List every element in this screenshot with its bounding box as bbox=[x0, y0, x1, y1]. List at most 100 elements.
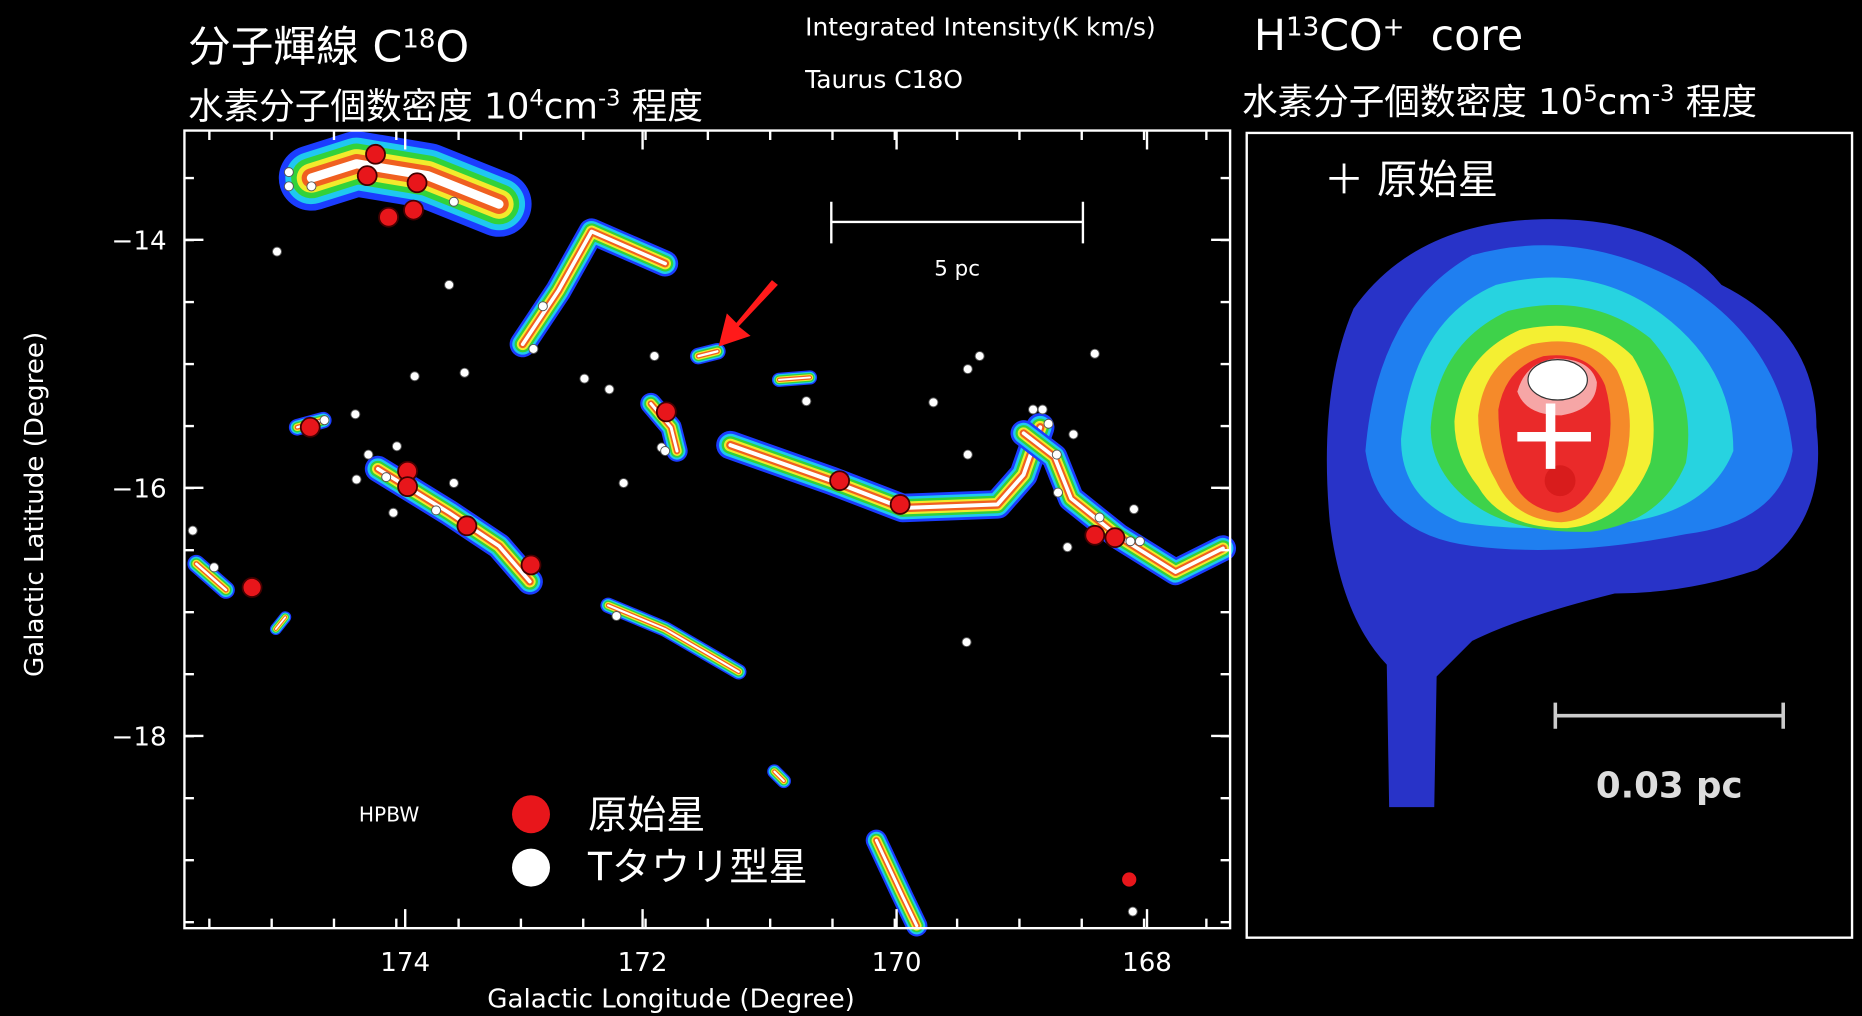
title-text: O bbox=[436, 23, 470, 73]
marker-legend: ＋ 原始星 bbox=[1324, 156, 1498, 203]
core-protostar bbox=[1545, 465, 1576, 496]
t-tauri-star bbox=[963, 365, 972, 374]
t-tauri-star bbox=[963, 450, 972, 459]
core-peak bbox=[1528, 360, 1587, 400]
beam-label: HPBW bbox=[359, 802, 419, 826]
t-tauri-star bbox=[1128, 907, 1137, 916]
page: 分子輝線 C18O 水素分子個数密度 104cm-3 程度 Integrated… bbox=[0, 0, 1862, 1016]
protostar bbox=[358, 166, 377, 185]
y-axis-label: Galactic Latitude (Degree) bbox=[20, 332, 50, 677]
title-text: core bbox=[1431, 11, 1524, 61]
t-tauri-star bbox=[432, 506, 441, 515]
title-sup: 18 bbox=[402, 24, 435, 54]
subtitle-sup: 5 bbox=[1583, 81, 1597, 107]
t-tauri-star bbox=[929, 398, 938, 407]
t-tauri-star bbox=[188, 526, 197, 535]
t-tauri-star bbox=[529, 344, 538, 353]
subtitle-sup: -3 bbox=[1652, 81, 1674, 107]
x-axis-label: Galactic Longitude (Degree) bbox=[487, 985, 855, 1015]
t-tauri-star bbox=[392, 442, 401, 451]
t-tauri-star bbox=[580, 374, 589, 383]
t-tauri-star bbox=[1029, 405, 1038, 414]
subtitle-text: cm bbox=[544, 87, 598, 128]
t-tauri-star bbox=[1053, 488, 1062, 497]
t-tauri-star bbox=[352, 475, 361, 484]
protostar bbox=[830, 471, 849, 490]
t-tauri-star bbox=[210, 563, 219, 572]
t-tauri-star bbox=[320, 416, 329, 425]
t-tauri-star bbox=[460, 368, 469, 377]
right-subtitle: 水素分子個数密度 105cm-3 程度 bbox=[1242, 81, 1757, 123]
protostar bbox=[301, 418, 320, 437]
t-tauri-star bbox=[389, 508, 398, 517]
subtitle-text: 程度 bbox=[620, 87, 703, 128]
protostar bbox=[404, 201, 423, 220]
t-tauri-star bbox=[1129, 505, 1138, 514]
t-tauri-star bbox=[538, 302, 547, 311]
legend-protostar bbox=[512, 795, 550, 833]
t-tauri-star bbox=[449, 479, 458, 488]
t-tauri-star bbox=[1090, 349, 1099, 358]
core-scale-label: 0.03 pc bbox=[1596, 766, 1743, 807]
t-tauri-star bbox=[1038, 405, 1047, 414]
x-tick-label: 172 bbox=[618, 948, 668, 978]
y-tick-label: −14 bbox=[112, 226, 167, 256]
subtitle-text: 水素分子個数密度 10 bbox=[1242, 82, 1583, 123]
protostar bbox=[1085, 526, 1104, 545]
t-tauri-star bbox=[449, 197, 458, 206]
protostar bbox=[1105, 528, 1124, 547]
t-tauri-star bbox=[802, 397, 811, 406]
t-tauri-star bbox=[650, 352, 659, 361]
t-tauri-star bbox=[962, 638, 971, 647]
x-tick-label: 170 bbox=[872, 948, 922, 978]
t-tauri-star bbox=[612, 611, 621, 620]
legend-ttauri bbox=[512, 849, 550, 887]
t-tauri-star bbox=[1052, 450, 1061, 459]
protostar bbox=[522, 555, 541, 574]
beam-marker bbox=[1122, 872, 1136, 886]
left-subtitle: 水素分子個数密度 104cm-3 程度 bbox=[188, 86, 703, 128]
protostar bbox=[408, 173, 427, 192]
legend-label: 原始星 bbox=[588, 793, 705, 838]
subtitle-sup: -3 bbox=[598, 86, 620, 112]
t-tauri-star bbox=[410, 372, 419, 381]
subtitle-sup: 4 bbox=[529, 86, 543, 112]
t-tauri-star bbox=[284, 168, 293, 177]
t-tauri-star bbox=[351, 410, 360, 419]
protostar bbox=[379, 208, 398, 227]
t-tauri-star bbox=[272, 247, 281, 256]
scale-label: 5 pc bbox=[934, 256, 980, 281]
t-tauri-star bbox=[619, 479, 628, 488]
legend-label: Tタウリ型星 bbox=[587, 846, 808, 891]
t-tauri-star bbox=[605, 385, 614, 394]
title-sup: 13 bbox=[1286, 13, 1319, 43]
protostar bbox=[891, 495, 910, 514]
protostar bbox=[243, 578, 262, 597]
title-sup: + bbox=[1383, 13, 1405, 43]
title-text: H bbox=[1254, 11, 1286, 61]
subtitle-text: 程度 bbox=[1674, 82, 1757, 123]
t-tauri-star bbox=[1095, 513, 1104, 522]
t-tauri-star bbox=[1044, 419, 1053, 428]
core-map bbox=[1247, 133, 1852, 938]
x-tick-label: 174 bbox=[380, 948, 430, 978]
title-text: CO bbox=[1319, 11, 1382, 61]
t-tauri-star bbox=[364, 450, 373, 459]
t-tauri-star bbox=[382, 473, 391, 482]
protostar bbox=[657, 402, 676, 421]
t-tauri-star bbox=[445, 280, 454, 289]
subtitle-text: cm bbox=[1598, 82, 1652, 123]
t-tauri-star bbox=[1126, 537, 1135, 546]
title-text: 分子輝線 C bbox=[188, 23, 402, 73]
t-tauri-star bbox=[1069, 430, 1078, 439]
t-tauri-star bbox=[307, 182, 316, 191]
subtitle-text: 水素分子個数密度 10 bbox=[188, 87, 529, 128]
t-tauri-star bbox=[1063, 543, 1072, 552]
protostar bbox=[457, 516, 476, 535]
map-header: Integrated Intensity(K km/s) bbox=[805, 13, 1156, 42]
protostar bbox=[398, 477, 417, 496]
y-tick-label: −18 bbox=[112, 722, 167, 752]
t-tauri-star bbox=[661, 447, 670, 456]
y-tick-label: −16 bbox=[112, 474, 167, 504]
map-header: Taurus C18O bbox=[804, 65, 963, 94]
